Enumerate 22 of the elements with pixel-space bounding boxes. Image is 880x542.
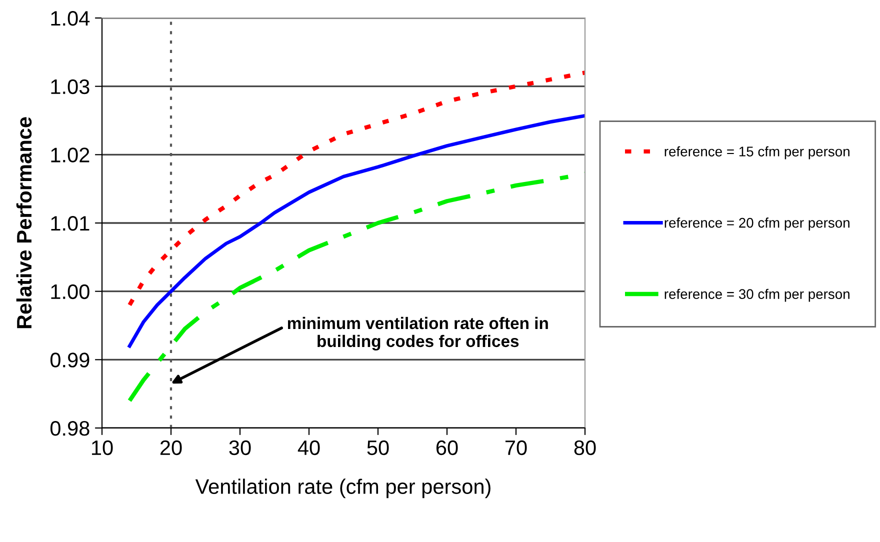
annotation: minimum ventilation rate often in building codes for offices <box>288 316 548 350</box>
x-tick-label: 60 <box>436 440 458 456</box>
y-tick-label: 1.01 <box>51 216 90 231</box>
legend-label: reference = 30 cfm per person <box>664 288 850 302</box>
y-axis-title: Relative Performance <box>16 117 32 328</box>
x-tick-label: 40 <box>298 440 320 456</box>
x-tick-label: 10 <box>92 440 113 456</box>
x-tick-label: 50 <box>367 440 389 456</box>
legend-label: reference = 15 cfm per person <box>664 146 850 160</box>
x-tick-label: 80 <box>574 440 596 456</box>
y-tick-label: 1.03 <box>51 79 90 94</box>
y-tick-label: 1.00 <box>51 284 90 300</box>
x-tick-label: 70 <box>505 440 527 456</box>
y-tick-label: 1.04 <box>51 11 90 26</box>
y-tick-label: 0.99 <box>50 352 90 368</box>
y-tick-label: 0.98 <box>50 421 90 436</box>
x-axis-title: Ventilation rate (cfm per person) <box>195 478 490 498</box>
x-tick-label: 20 <box>160 440 182 456</box>
line-series <box>128 70 585 308</box>
x-tick-label: 30 <box>229 440 251 456</box>
legend-label: reference = 20 cfm per person <box>664 218 850 230</box>
y-tick-label: 1.02 <box>51 148 90 162</box>
